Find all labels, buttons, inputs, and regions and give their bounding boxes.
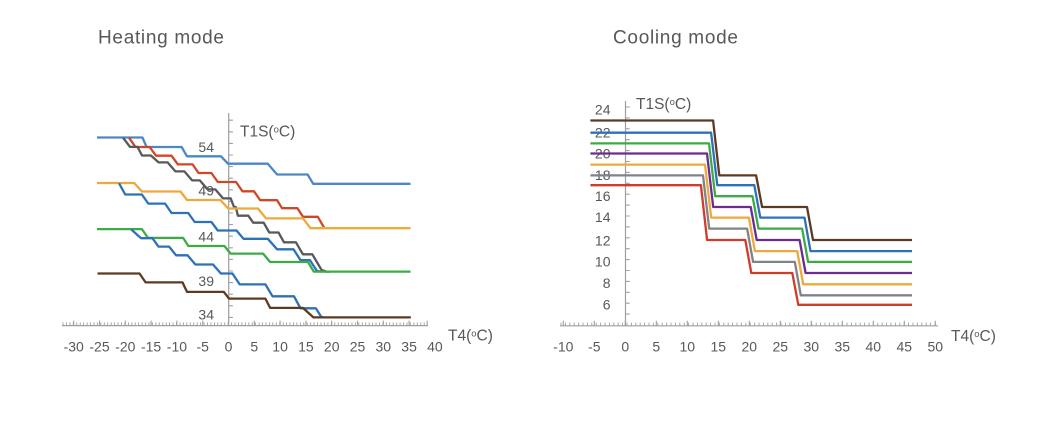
svg-text:54: 54 <box>198 139 214 155</box>
svg-text:-10: -10 <box>167 338 187 354</box>
svg-text:40: 40 <box>427 338 443 354</box>
svg-text:40: 40 <box>866 338 882 354</box>
svg-text:-10: -10 <box>553 338 573 354</box>
svg-text:-5: -5 <box>196 338 209 354</box>
svg-text:T4(oC): T4(oC) <box>951 328 996 345</box>
svg-text:25: 25 <box>350 338 366 354</box>
svg-text:6: 6 <box>603 297 611 313</box>
svg-text:0: 0 <box>621 338 629 354</box>
svg-text:25: 25 <box>773 338 789 354</box>
svg-text:-30: -30 <box>64 338 84 354</box>
svg-text:20: 20 <box>324 338 340 354</box>
svg-text:0: 0 <box>225 338 233 354</box>
svg-text:34: 34 <box>198 306 214 322</box>
svg-text:10: 10 <box>595 253 611 269</box>
svg-text:16: 16 <box>595 188 611 204</box>
svg-text:-5: -5 <box>588 338 601 354</box>
svg-text:44: 44 <box>198 228 214 244</box>
svg-text:39: 39 <box>198 273 214 289</box>
svg-text:50: 50 <box>928 338 944 354</box>
svg-text:Heating mode: Heating mode <box>98 28 225 49</box>
svg-text:15: 15 <box>298 338 314 354</box>
svg-text:30: 30 <box>804 338 820 354</box>
svg-text:35: 35 <box>835 338 851 354</box>
svg-text:24: 24 <box>595 102 611 118</box>
svg-text:35: 35 <box>401 338 417 354</box>
svg-text:14: 14 <box>595 209 611 225</box>
svg-text:-25: -25 <box>89 338 109 354</box>
svg-text:10: 10 <box>680 338 696 354</box>
svg-text:-20: -20 <box>115 338 135 354</box>
svg-text:T4(oC): T4(oC) <box>448 328 493 345</box>
svg-text:45: 45 <box>897 338 913 354</box>
svg-text:10: 10 <box>272 338 288 354</box>
svg-text:8: 8 <box>603 275 611 291</box>
svg-text:Cooling mode: Cooling mode <box>613 28 739 49</box>
svg-text:-15: -15 <box>141 338 161 354</box>
svg-text:49: 49 <box>198 182 214 198</box>
svg-text:5: 5 <box>250 338 258 354</box>
svg-text:15: 15 <box>711 338 727 354</box>
svg-text:T1S(oC): T1S(oC) <box>636 96 691 113</box>
svg-text:12: 12 <box>595 232 611 248</box>
svg-text:5: 5 <box>652 338 660 354</box>
svg-text:T1S(oC): T1S(oC) <box>240 124 295 141</box>
svg-text:30: 30 <box>376 338 392 354</box>
svg-text:20: 20 <box>742 338 758 354</box>
